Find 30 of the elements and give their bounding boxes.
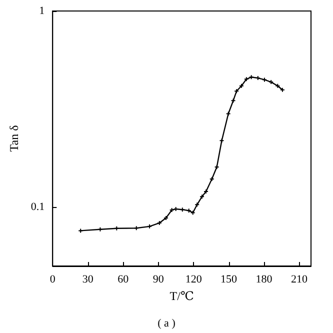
x-tick-label: 30 (82, 274, 94, 286)
y-tick-label: 1 (39, 5, 45, 17)
point (180, 207, 185, 212)
y-axis-title: Tan δ (7, 124, 21, 152)
point (226, 111, 231, 116)
point (230, 98, 236, 104)
x-tick-label: 150 (220, 274, 238, 286)
x-tick-label: 60 (118, 274, 130, 286)
point (238, 83, 244, 88)
text: ( a ) (158, 318, 176, 330)
point (275, 83, 280, 88)
point (234, 88, 240, 94)
point (200, 194, 205, 200)
point (147, 224, 152, 229)
x-axis-title: T/℃ (170, 289, 194, 303)
point (114, 226, 120, 231)
point (134, 226, 139, 231)
x-tick-label: 0 (50, 274, 56, 286)
point (190, 210, 196, 216)
point (244, 76, 249, 82)
x-tick-label: 180 (256, 274, 273, 286)
point (98, 226, 103, 232)
point (219, 138, 224, 144)
point (186, 208, 192, 214)
x-tick-label: 90 (152, 274, 164, 286)
point (194, 202, 200, 208)
x-tick-label: 210 (291, 274, 308, 286)
point (248, 74, 254, 80)
y-tick-label: 0.1 (30, 201, 45, 213)
x-tick-label: 120 (185, 274, 202, 286)
